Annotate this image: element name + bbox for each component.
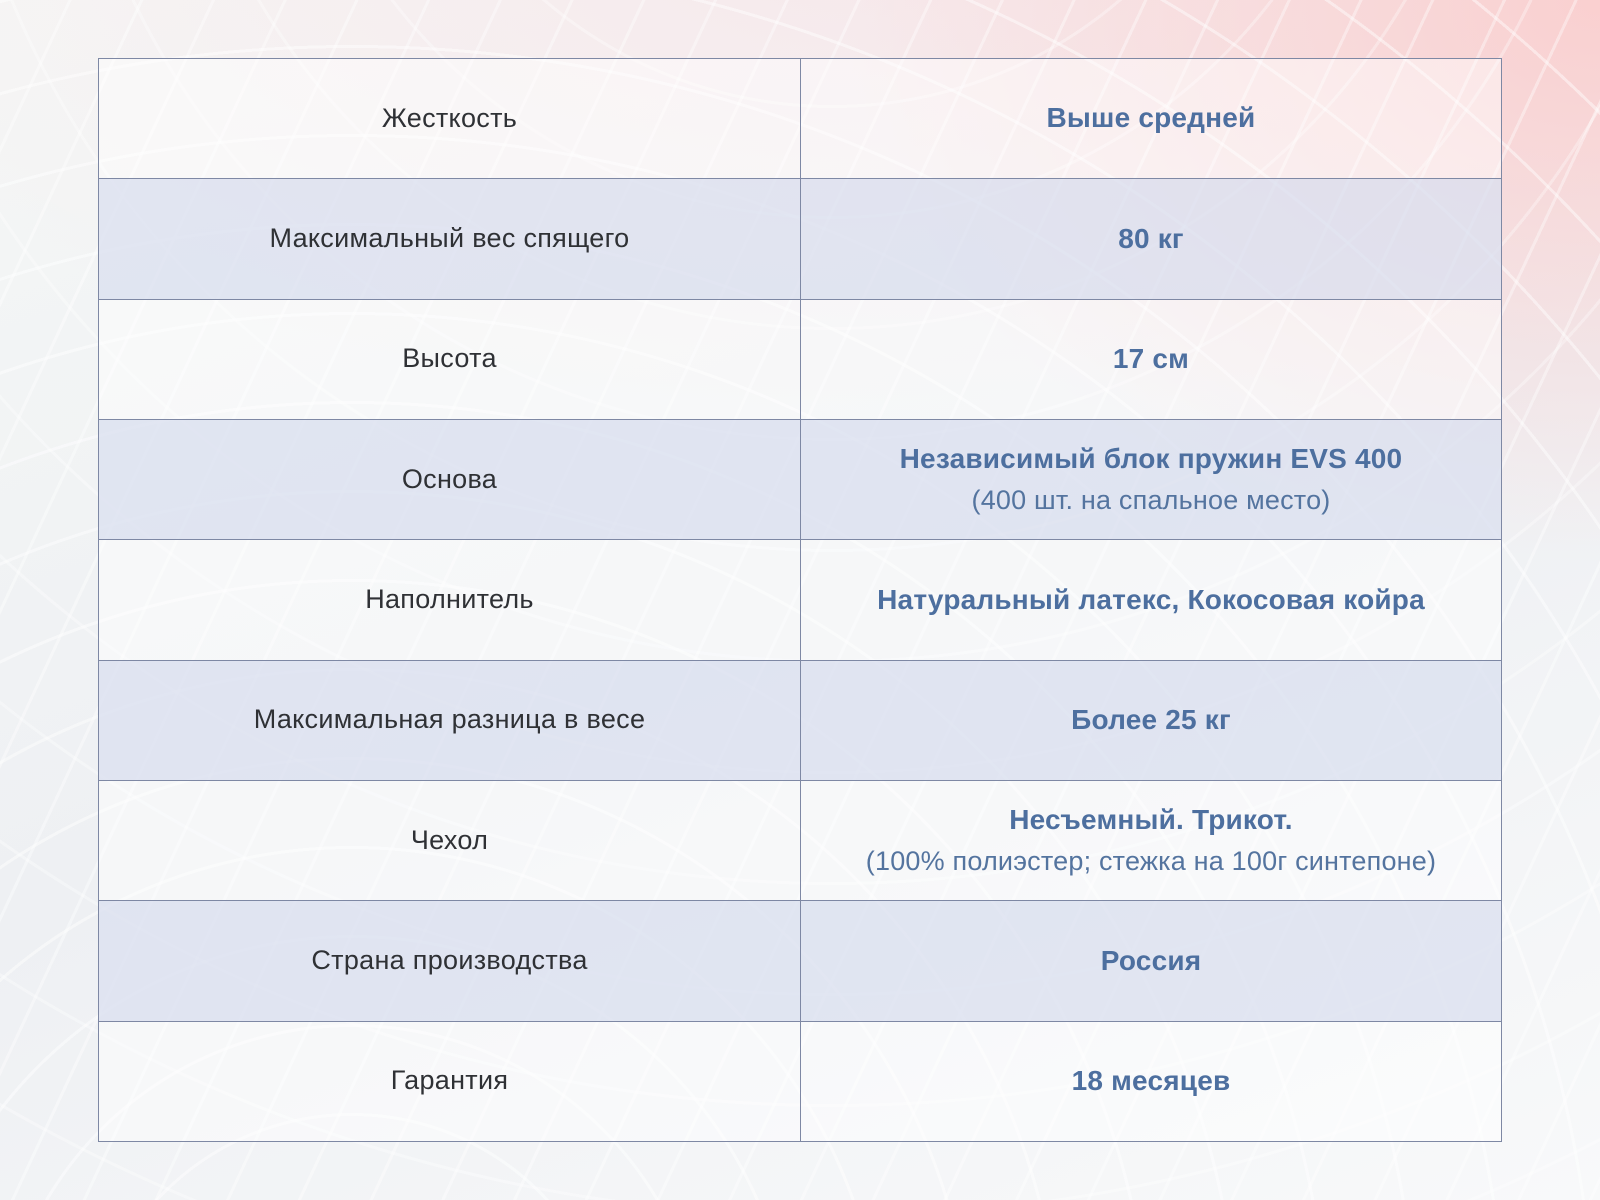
spec-value-cell: 17 см [800,299,1501,419]
spec-value-cell: 80 кг [800,179,1501,299]
spec-label-cell: Высота [99,300,800,419]
spec-label: Высота [402,343,497,374]
spec-label: Страна производства [311,945,588,976]
spec-row: Максимальная разница в весе Более 25 кг [99,659,1501,780]
spec-row: Максимальный вес спящего 80 кг [99,178,1501,299]
spec-label: Максимальная разница в весе [253,704,646,735]
spec-row: Основа Независимый блок пружин EVS 400 (… [99,418,1501,540]
spec-row: Гарантия 18 месяцев [99,1020,1501,1141]
spec-row: Жесткость Выше средней [99,59,1501,179]
spec-value-cell: Натуральный латекс, Кокосовая койра [800,540,1501,660]
spec-label-cell: Основа [99,420,800,539]
spec-value-note: (100% полиэстер; стежка на 100г синтепон… [865,846,1437,877]
spec-label-cell: Жесткость [99,59,800,178]
spec-value: Несъемный. Трикот. [1009,803,1293,835]
spec-label-cell: Наполнитель [99,540,800,659]
spec-label: Основа [401,463,498,494]
spec-value-cell: Несъемный. Трикот. (100% полиэстер; стеж… [800,780,1501,901]
spec-label: Чехол [410,824,489,855]
spec-value-cell: Независимый блок пружин EVS 400 (400 шт.… [800,419,1501,540]
spec-label: Жесткость [381,102,518,133]
spec-label-cell: Чехол [99,781,800,900]
spec-value-cell: Выше средней [800,59,1501,179]
spec-value: 80 кг [1118,222,1184,254]
spec-row: Чехол Несъемный. Трикот. (100% полиэстер… [99,779,1501,901]
spec-value-cell: Россия [800,901,1501,1021]
spec-row: Страна производства Россия [99,900,1501,1021]
spec-value: Натуральный латекс, Кокосовая койра [877,583,1425,615]
spec-value: Россия [1100,944,1202,976]
spec-row: Высота 17 см [99,298,1501,419]
spec-table: Жесткость Выше средней Максимальный вес … [98,58,1502,1142]
spec-label-cell: Страна производства [99,901,800,1020]
spec-value-cell: 18 месяцев [800,1021,1501,1141]
spec-value: Выше средней [1046,102,1256,134]
spec-label: Максимальный вес спящего [269,223,630,254]
spec-value-cell: Более 25 кг [800,660,1501,780]
spec-value: Независимый блок пружин EVS 400 [899,442,1403,474]
spec-value: 17 см [1112,343,1190,375]
spec-label: Гарантия [390,1065,509,1096]
spec-row: Наполнитель Натуральный латекс, Кокосова… [99,539,1501,660]
spec-value-note: (400 шт. на спальное место) [971,485,1331,516]
spec-label-cell: Гарантия [99,1022,800,1141]
spec-label-cell: Максимальный вес спящего [99,179,800,298]
spec-label: Наполнитель [365,584,534,615]
spec-label-cell: Максимальная разница в весе [99,661,800,780]
spec-value: Более 25 кг [1071,704,1231,735]
spec-value: 18 месяцев [1071,1064,1231,1096]
